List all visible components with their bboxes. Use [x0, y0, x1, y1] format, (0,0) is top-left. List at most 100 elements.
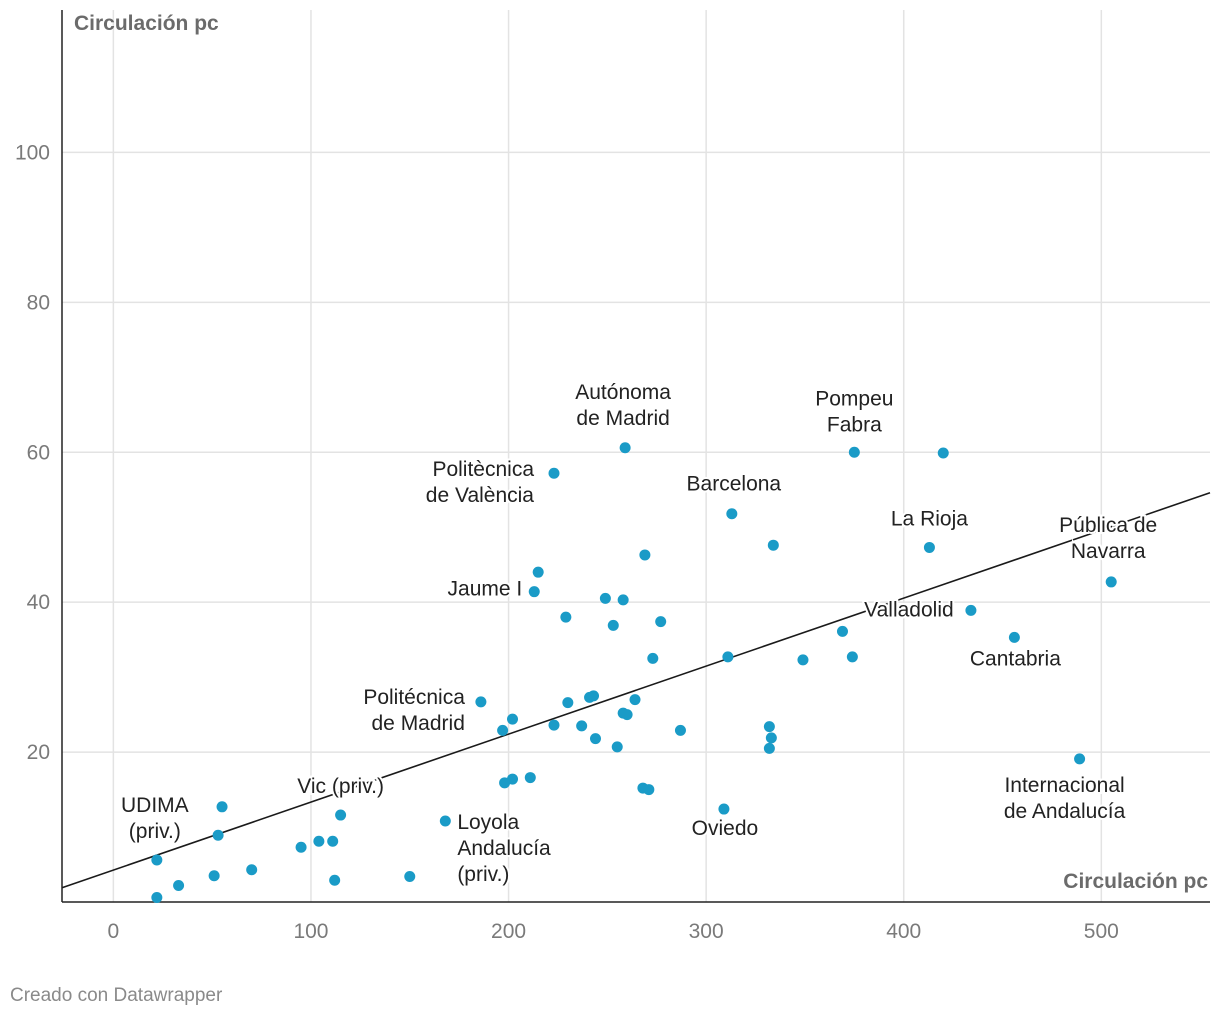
data-point — [674, 724, 686, 736]
data-point — [765, 732, 777, 744]
data-point — [629, 694, 641, 706]
data-point — [208, 870, 220, 882]
y-tick-label: 40 — [27, 591, 50, 614]
point-label-line: Fabra — [827, 413, 882, 436]
y-tick-label: 60 — [27, 441, 50, 464]
data-point — [507, 773, 519, 785]
data-point — [607, 619, 619, 631]
x-axis-title: Circulación pc — [1063, 870, 1208, 893]
data-point — [497, 724, 509, 736]
data-point — [335, 809, 347, 821]
data-point — [313, 835, 325, 847]
data-point — [588, 690, 600, 702]
point-label-line: Andalucía — [457, 837, 551, 860]
data-point — [621, 709, 633, 721]
point-label: Politécnica de Madrid — [363, 685, 465, 734]
data-point — [797, 654, 809, 666]
data-point — [599, 592, 611, 604]
data-point — [576, 720, 588, 732]
data-point — [619, 442, 631, 454]
data-point — [617, 594, 629, 606]
point-label-line: Pública de — [1059, 513, 1157, 536]
point-label: Vic (priv.) — [297, 775, 384, 798]
data-point — [329, 874, 341, 886]
point-label: Valladolid — [864, 598, 954, 621]
point-label-line: Barcelona — [687, 472, 782, 495]
point-label-line: (priv.) — [457, 863, 509, 886]
data-point — [528, 586, 540, 598]
data-point — [1008, 631, 1020, 643]
y-tick-label: 80 — [27, 291, 50, 314]
point-label-line: Valladolid — [864, 598, 954, 621]
data-point — [846, 651, 858, 663]
data-point — [151, 892, 163, 904]
data-point — [611, 741, 623, 753]
point-label: Pública de Navarra — [1059, 513, 1157, 562]
data-point — [562, 697, 574, 709]
data-point — [246, 864, 258, 876]
data-point — [295, 841, 307, 853]
point-label: Loyola Andalucía (priv.) — [457, 811, 551, 886]
y-tick-label: 100 — [15, 141, 50, 164]
point-label: La Rioja — [891, 507, 968, 530]
data-points — [151, 442, 1117, 904]
data-point — [532, 566, 544, 578]
data-point — [151, 854, 163, 866]
point-label: Autónoma de Madrid — [575, 380, 671, 429]
data-point — [560, 611, 572, 623]
data-point — [212, 829, 224, 841]
point-label: Jaume I — [448, 577, 523, 600]
point-label-line: Internacional — [1004, 773, 1124, 796]
point-label-line: La Rioja — [891, 507, 968, 530]
data-point — [848, 446, 860, 458]
point-label-line: Vic (priv.) — [297, 775, 384, 798]
point-label: Cantabria — [970, 647, 1061, 670]
x-tick-label: 500 — [1084, 920, 1119, 943]
data-point — [647, 652, 659, 664]
data-point — [836, 625, 848, 637]
data-point — [763, 721, 775, 733]
point-label-line: Loyola — [457, 811, 519, 834]
y-axis-title: Circulación pc — [74, 12, 219, 35]
data-point — [548, 719, 560, 731]
data-point — [475, 696, 487, 708]
data-point — [722, 651, 734, 663]
point-label: Politècnica de València — [426, 458, 535, 507]
data-point — [439, 815, 451, 827]
point-label-line: Pompeu — [815, 387, 893, 410]
point-labels: UDIMA (priv.) Vic (priv.) Loyola Andalucía (p… — [119, 378, 1159, 887]
data-point — [718, 803, 730, 815]
trend-line — [61, 491, 1211, 889]
point-label: Pompeu Fabra — [815, 387, 893, 436]
data-point — [1105, 576, 1117, 588]
data-point — [216, 801, 228, 813]
axes: 0 100 200 300 400 500 20 40 60 80 100 — [15, 10, 1210, 943]
data-point — [524, 772, 536, 784]
point-label-line: de València — [426, 484, 535, 507]
trend-line-layer — [61, 491, 1211, 889]
data-point — [763, 742, 775, 754]
data-point — [937, 447, 949, 459]
data-point — [173, 880, 185, 892]
y-tick-label: 20 — [27, 741, 50, 764]
footer-credit: Creado con Datawrapper — [10, 985, 223, 1006]
data-point — [923, 541, 935, 553]
x-tick-label: 300 — [689, 920, 724, 943]
point-label-line: (priv.) — [129, 820, 181, 843]
data-point — [639, 549, 651, 561]
point-label-line: Politécnica — [363, 685, 465, 708]
point-label-line: Cantabria — [970, 647, 1061, 670]
x-tick-label: 100 — [293, 920, 328, 943]
data-point — [548, 467, 560, 479]
point-label: UDIMA (priv.) — [121, 794, 189, 843]
data-point — [726, 508, 738, 520]
point-label-line: de Madrid — [576, 406, 669, 429]
point-label-line: Navarra — [1071, 539, 1146, 562]
data-point — [327, 835, 339, 847]
data-point — [1074, 753, 1086, 765]
point-label-line: Autónoma — [575, 380, 671, 403]
data-point — [767, 539, 779, 551]
data-point — [507, 713, 519, 725]
point-label-line: Oviedo — [692, 817, 759, 840]
scatter-chart: 0 100 200 300 400 500 20 40 60 80 100 UDIMA (priv.)… — [15, 10, 1211, 943]
